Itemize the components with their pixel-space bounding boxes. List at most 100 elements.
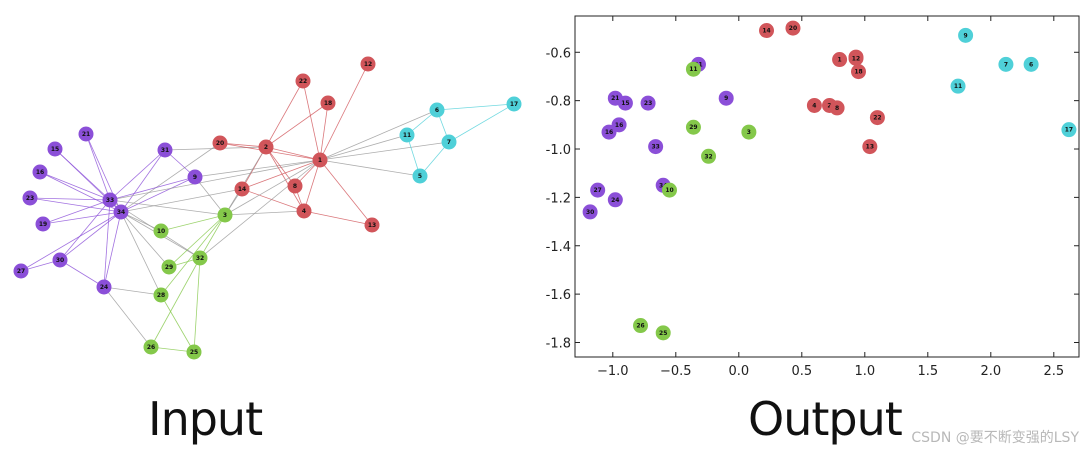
graph-edge xyxy=(103,286,152,348)
graph-edge xyxy=(319,63,369,161)
graph-edge xyxy=(303,210,373,226)
graph-node-circle xyxy=(217,207,233,223)
scatter-point: 1 xyxy=(832,52,848,68)
graph-edge xyxy=(150,257,201,348)
scatter-points: 1420122121842822139761117319211523161633… xyxy=(582,20,1077,341)
network-graph-input: 3334211516231927302431920222181218144136… xyxy=(13,56,522,360)
graph-edge xyxy=(160,214,226,232)
scatter-point: 20 xyxy=(785,20,801,36)
graph-node-label: 21 xyxy=(82,131,90,138)
graph-node-circle xyxy=(212,135,228,151)
graph-edge xyxy=(265,80,304,148)
graph-node-label: 33 xyxy=(106,197,114,204)
scatter-point: 12 xyxy=(848,50,864,66)
scatter-point-marker xyxy=(607,192,623,208)
graph-edge xyxy=(59,259,105,288)
graph-node: 21 xyxy=(78,126,94,142)
graph-node: 16 xyxy=(32,164,48,180)
graph-node: 6 xyxy=(429,102,445,118)
graph-node-label: 12 xyxy=(364,61,372,68)
graph-node-circle xyxy=(360,56,376,72)
graph-node: 18 xyxy=(320,95,336,111)
scatter-point: 24 xyxy=(607,192,623,208)
graph-node: 26 xyxy=(143,339,159,355)
scatter-point-label: 27 xyxy=(594,187,602,194)
scatter-point: 9 xyxy=(718,90,734,106)
graph-node-label: 32 xyxy=(196,255,204,262)
scatter-point-label: 16 xyxy=(605,129,613,136)
graph-edge xyxy=(103,286,162,296)
y-tick-label: -0.8 xyxy=(546,95,571,110)
y-tick-label: -0.6 xyxy=(546,46,571,61)
graph-node-circle xyxy=(441,134,457,150)
scatter-point-marker xyxy=(685,61,701,77)
scatter-point-label: 11 xyxy=(954,83,962,90)
graph-node: 13 xyxy=(364,217,380,233)
graph-edge xyxy=(319,159,421,177)
scatter-point: 16 xyxy=(611,117,627,133)
graph-edge xyxy=(219,142,267,148)
graph-node: 11 xyxy=(399,127,415,143)
graph-node-label: 27 xyxy=(17,268,25,275)
scatter-point-marker xyxy=(829,100,845,116)
scatter-point: 14 xyxy=(759,23,775,39)
scatter-point-marker xyxy=(741,124,757,140)
graph-edge xyxy=(319,102,329,161)
graph-edge xyxy=(224,210,305,216)
scatter-point-marker xyxy=(869,110,885,126)
x-tick-label: 0.5 xyxy=(791,364,812,379)
input-caption: Input xyxy=(148,392,263,446)
scatter-point-marker xyxy=(950,78,966,94)
scatter-point: 22 xyxy=(869,110,885,126)
scatter-point-marker xyxy=(648,139,664,155)
graph-edge xyxy=(120,142,221,213)
graph-node-label: 34 xyxy=(117,209,125,216)
graph-node-label: 15 xyxy=(51,146,59,153)
graph-node-circle xyxy=(143,339,159,355)
graph-edge xyxy=(199,159,321,259)
scatter-point-label: 24 xyxy=(611,197,619,204)
graph-node-circle xyxy=(102,192,118,208)
scatter-point-label: 22 xyxy=(873,115,881,122)
scatter-point-marker xyxy=(958,27,974,43)
scatter-point-label: 1 xyxy=(838,57,842,64)
graph-node-label: 31 xyxy=(161,147,169,154)
graph-node-circle xyxy=(412,168,428,184)
scatter-point-marker xyxy=(640,95,656,111)
scatter-point-marker xyxy=(806,97,822,113)
graph-node: 33 xyxy=(102,192,118,208)
scatter-point: 11 xyxy=(950,78,966,94)
graph-node-circle xyxy=(296,203,312,219)
graph-edge xyxy=(265,146,321,161)
graph-node-label: 7 xyxy=(447,139,451,146)
graph-node-label: 22 xyxy=(299,78,307,85)
scatter-point-label: 25 xyxy=(659,330,667,337)
scatter-point-label: 29 xyxy=(689,124,697,131)
scatter-point-marker xyxy=(848,50,864,66)
scatter-point: 3 xyxy=(741,124,757,140)
graph-nodes: 3334211516231927302431920222181218144136… xyxy=(13,56,522,360)
graph-node: 4 xyxy=(296,203,312,219)
graph-edge xyxy=(319,159,373,226)
graph-node-label: 6 xyxy=(435,107,439,114)
graph-node: 10 xyxy=(153,223,169,239)
graph-node-label: 29 xyxy=(165,264,173,271)
graph-node-label: 9 xyxy=(193,174,197,181)
scatter-point: 18 xyxy=(851,64,866,80)
scatter-point-marker xyxy=(1023,56,1039,72)
graph-edge xyxy=(194,159,321,178)
graph-edge xyxy=(29,197,111,201)
x-tick-label: 1.5 xyxy=(917,364,938,379)
graph-edge xyxy=(265,146,305,212)
graph-node-label: 14 xyxy=(238,186,246,193)
scatter-point-label: 11 xyxy=(689,66,697,73)
y-tick-label: -1.4 xyxy=(546,240,571,255)
graph-edge xyxy=(241,188,305,212)
scatter-point-label: 23 xyxy=(644,100,652,107)
graph-edges xyxy=(20,63,515,353)
graph-node: 28 xyxy=(153,287,169,303)
scatter-point-label: 12 xyxy=(852,55,860,62)
graph-edge xyxy=(42,199,111,225)
scatter-point-marker xyxy=(617,95,633,111)
graph-node-circle xyxy=(78,126,94,142)
